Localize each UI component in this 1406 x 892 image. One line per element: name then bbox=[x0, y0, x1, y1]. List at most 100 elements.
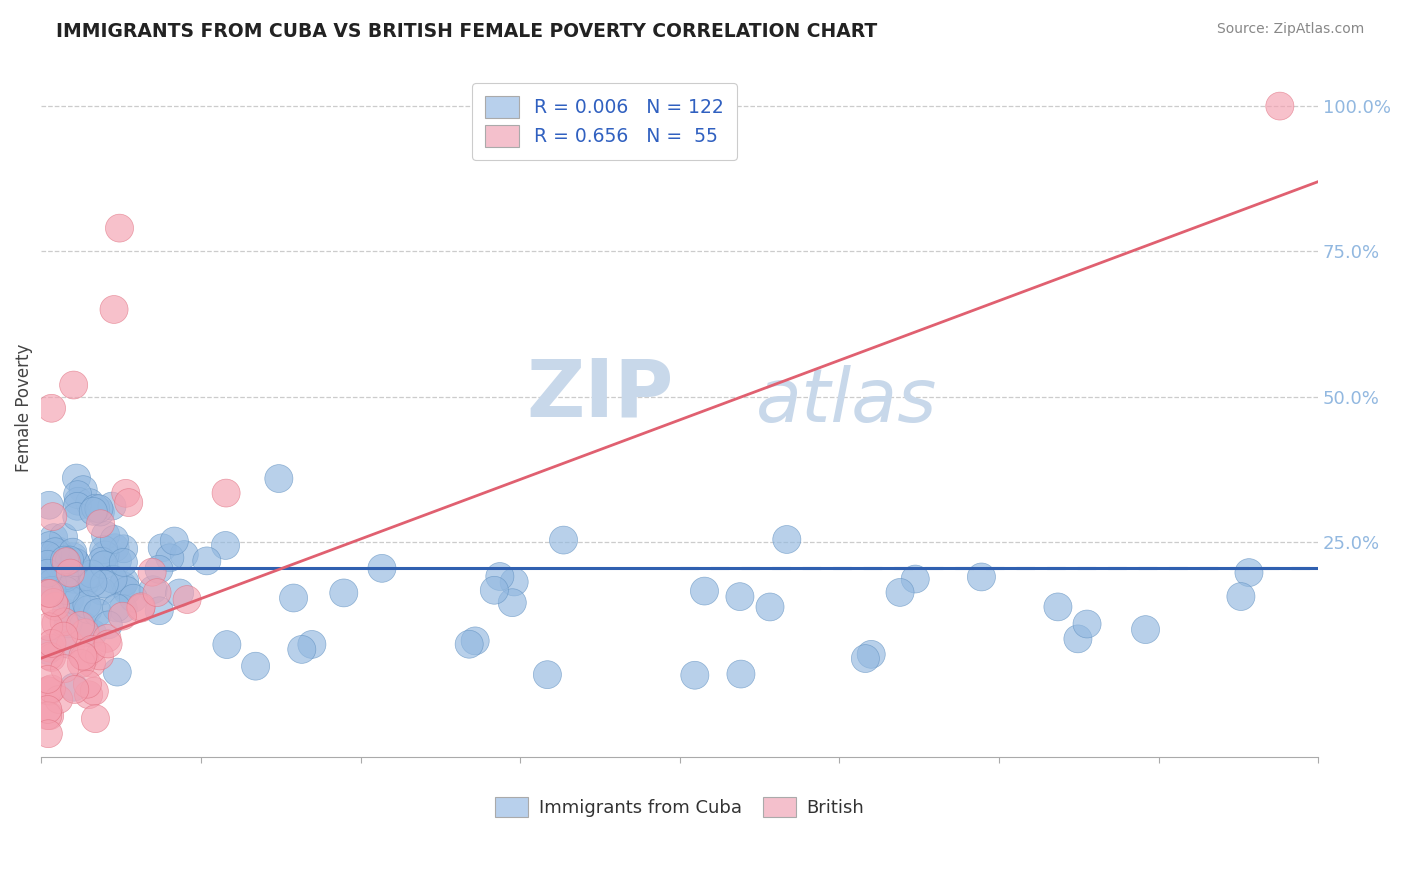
Ellipse shape bbox=[104, 547, 132, 574]
Ellipse shape bbox=[967, 563, 995, 591]
Ellipse shape bbox=[1064, 625, 1092, 653]
Ellipse shape bbox=[330, 579, 357, 607]
Ellipse shape bbox=[35, 613, 63, 640]
Ellipse shape bbox=[456, 631, 484, 658]
Ellipse shape bbox=[35, 642, 63, 670]
Ellipse shape bbox=[73, 591, 101, 618]
Ellipse shape bbox=[288, 635, 316, 664]
Ellipse shape bbox=[38, 394, 66, 422]
Ellipse shape bbox=[34, 665, 62, 693]
Ellipse shape bbox=[143, 579, 172, 607]
Ellipse shape bbox=[84, 495, 112, 523]
Ellipse shape bbox=[79, 619, 107, 648]
Ellipse shape bbox=[34, 559, 62, 587]
Ellipse shape bbox=[886, 579, 914, 607]
Ellipse shape bbox=[59, 543, 87, 571]
Ellipse shape bbox=[100, 295, 128, 324]
Ellipse shape bbox=[67, 649, 96, 677]
Ellipse shape bbox=[63, 588, 91, 615]
Ellipse shape bbox=[681, 661, 709, 690]
Ellipse shape bbox=[55, 546, 83, 574]
Ellipse shape bbox=[63, 492, 91, 520]
Ellipse shape bbox=[498, 589, 526, 616]
Ellipse shape bbox=[41, 549, 69, 577]
Ellipse shape bbox=[35, 702, 63, 730]
Ellipse shape bbox=[38, 576, 66, 605]
Ellipse shape bbox=[42, 609, 70, 637]
Ellipse shape bbox=[166, 579, 194, 607]
Ellipse shape bbox=[1265, 92, 1294, 120]
Ellipse shape bbox=[550, 526, 578, 554]
Text: ZIP: ZIP bbox=[526, 355, 673, 434]
Ellipse shape bbox=[38, 675, 66, 703]
Ellipse shape bbox=[145, 556, 173, 583]
Ellipse shape bbox=[35, 677, 63, 706]
Ellipse shape bbox=[103, 594, 131, 622]
Y-axis label: Female Poverty: Female Poverty bbox=[15, 344, 32, 473]
Ellipse shape bbox=[69, 612, 97, 640]
Ellipse shape bbox=[72, 563, 100, 591]
Ellipse shape bbox=[481, 576, 509, 604]
Ellipse shape bbox=[52, 599, 80, 627]
Ellipse shape bbox=[79, 498, 107, 525]
Ellipse shape bbox=[56, 631, 84, 658]
Ellipse shape bbox=[111, 479, 139, 508]
Ellipse shape bbox=[62, 549, 90, 576]
Ellipse shape bbox=[39, 589, 67, 616]
Ellipse shape bbox=[53, 553, 82, 582]
Ellipse shape bbox=[264, 465, 292, 492]
Ellipse shape bbox=[34, 702, 62, 730]
Ellipse shape bbox=[98, 566, 127, 593]
Ellipse shape bbox=[486, 563, 513, 591]
Ellipse shape bbox=[77, 649, 105, 677]
Ellipse shape bbox=[37, 634, 65, 662]
Ellipse shape bbox=[94, 611, 122, 639]
Ellipse shape bbox=[1234, 558, 1263, 587]
Ellipse shape bbox=[73, 670, 101, 698]
Ellipse shape bbox=[298, 631, 326, 658]
Ellipse shape bbox=[145, 597, 173, 624]
Ellipse shape bbox=[100, 525, 128, 553]
Ellipse shape bbox=[62, 464, 90, 492]
Ellipse shape bbox=[91, 521, 120, 549]
Ellipse shape bbox=[211, 532, 239, 559]
Ellipse shape bbox=[90, 551, 118, 579]
Ellipse shape bbox=[72, 619, 100, 647]
Ellipse shape bbox=[51, 608, 79, 636]
Ellipse shape bbox=[51, 655, 79, 682]
Ellipse shape bbox=[59, 371, 87, 399]
Ellipse shape bbox=[59, 566, 87, 593]
Ellipse shape bbox=[49, 524, 77, 551]
Ellipse shape bbox=[35, 532, 63, 559]
Ellipse shape bbox=[756, 593, 785, 621]
Ellipse shape bbox=[63, 502, 91, 531]
Text: atlas: atlas bbox=[756, 366, 938, 437]
Ellipse shape bbox=[77, 560, 105, 588]
Ellipse shape bbox=[34, 541, 62, 569]
Ellipse shape bbox=[53, 610, 82, 638]
Ellipse shape bbox=[86, 498, 114, 526]
Ellipse shape bbox=[533, 661, 561, 689]
Ellipse shape bbox=[41, 538, 69, 566]
Ellipse shape bbox=[138, 558, 166, 586]
Ellipse shape bbox=[90, 570, 118, 598]
Ellipse shape bbox=[242, 652, 270, 680]
Ellipse shape bbox=[461, 627, 489, 655]
Ellipse shape bbox=[63, 481, 91, 508]
Text: IMMIGRANTS FROM CUBA VS BRITISH FEMALE POVERTY CORRELATION CHART: IMMIGRANTS FROM CUBA VS BRITISH FEMALE P… bbox=[56, 22, 877, 41]
Ellipse shape bbox=[38, 643, 66, 672]
Ellipse shape bbox=[56, 559, 84, 587]
Ellipse shape bbox=[1227, 582, 1256, 610]
Ellipse shape bbox=[76, 489, 104, 516]
Ellipse shape bbox=[51, 549, 79, 577]
Ellipse shape bbox=[110, 535, 138, 563]
Ellipse shape bbox=[156, 544, 184, 572]
Ellipse shape bbox=[52, 576, 80, 605]
Ellipse shape bbox=[65, 487, 93, 516]
Ellipse shape bbox=[45, 686, 73, 714]
Ellipse shape bbox=[75, 596, 103, 624]
Ellipse shape bbox=[34, 550, 62, 578]
Ellipse shape bbox=[35, 580, 63, 607]
Ellipse shape bbox=[60, 675, 89, 704]
Ellipse shape bbox=[94, 630, 122, 658]
